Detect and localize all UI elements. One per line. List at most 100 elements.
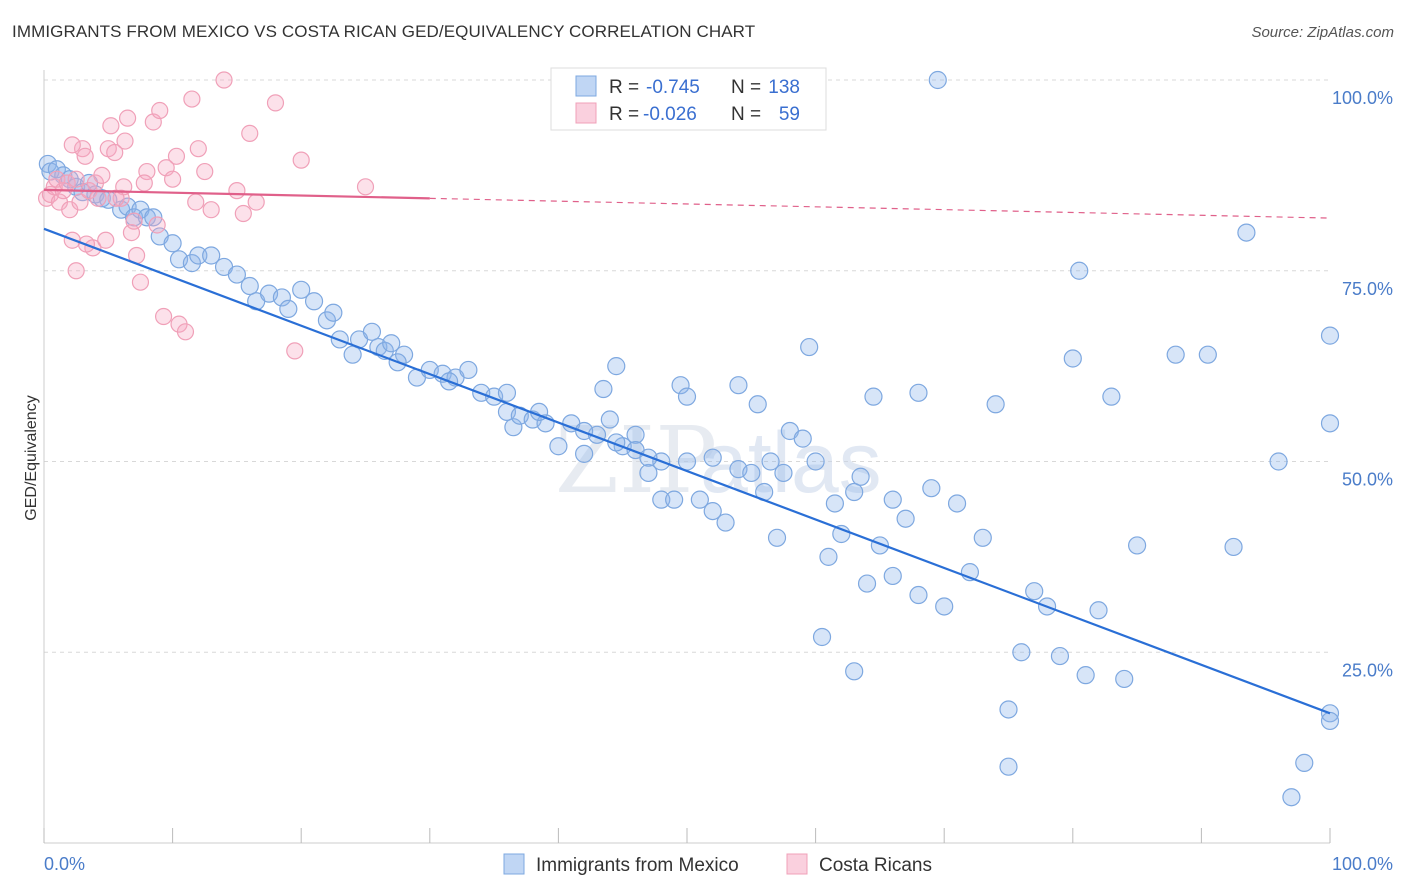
point-mexico-104 [748, 395, 767, 414]
point-mexico-136 [825, 494, 844, 513]
point-mexico-95 [1076, 666, 1095, 685]
point-mexico-64 [677, 452, 697, 471]
point-mexico-109 [1070, 261, 1089, 280]
point-costa-rica-18 [93, 166, 111, 184]
point-costa-rica-24 [118, 109, 137, 127]
point-costa-rica-36 [183, 90, 201, 108]
series-legend-swatch-mexico [503, 853, 525, 875]
point-costa-rica-57 [167, 147, 186, 165]
point-mexico-28 [272, 288, 292, 307]
point-mexico-82 [909, 585, 928, 605]
point-costa-rica-54 [135, 174, 153, 192]
y-tick-label-25: 25.0% [1342, 660, 1393, 680]
point-mexico-29 [279, 299, 298, 318]
point-costa-rica-58 [187, 193, 205, 211]
point-mexico-50 [504, 418, 523, 437]
point-mexico-30 [292, 280, 311, 299]
legend-n-value-2: 59 [779, 104, 800, 125]
trend-line-costa-rica [43, 188, 430, 200]
point-mexico-84 [935, 597, 954, 616]
point-mexico-91 [1025, 582, 1044, 601]
point-mexico-22 [202, 246, 221, 265]
point-mexico-100 [671, 376, 690, 395]
legend-r-value-2: -0.026 [643, 104, 697, 125]
point-mexico-122 [845, 662, 864, 681]
point-mexico-58 [600, 410, 619, 429]
point-mexico-113 [1237, 223, 1256, 242]
point-mexico-37 [362, 322, 382, 341]
series-legend-label-costa-rica: Costa Ricans [819, 855, 932, 876]
y-axis-tick-labels: 100.0% 75.0% 50.0% 25.0% [1332, 88, 1393, 680]
point-mexico-20 [182, 254, 201, 273]
point-mexico-126 [677, 387, 697, 406]
point-costa-rica-38 [196, 162, 214, 181]
point-costa-rica-28 [131, 273, 150, 291]
watermark-zip: ZIP [555, 407, 717, 514]
point-mexico-65 [690, 490, 709, 509]
legend-n-label-2: N = [731, 104, 761, 125]
point-mexico-74 [806, 452, 825, 471]
point-mexico-78 [857, 574, 877, 593]
point-costa-rica-45 [266, 94, 285, 112]
point-mexico-105 [800, 337, 819, 357]
point-mexico-21 [189, 246, 208, 265]
point-mexico-80 [883, 566, 902, 586]
point-mexico-18 [163, 234, 182, 253]
x-tick-label-max: 100.0% [1332, 854, 1393, 874]
point-mexico-25 [240, 276, 259, 296]
point-mexico-13 [124, 208, 144, 227]
chart-title: IMMIGRANTS FROM MEXICO VS COSTA RICAN GE… [12, 22, 756, 41]
point-mexico-87 [973, 528, 992, 547]
point-costa-rica-48 [356, 178, 375, 196]
point-mexico-135 [774, 463, 793, 483]
point-mexico-96 [1089, 601, 1108, 620]
point-mexico-124 [761, 452, 780, 471]
point-mexico-9 [92, 189, 111, 208]
point-mexico-89 [999, 700, 1018, 719]
point-costa-rica-20 [102, 117, 120, 135]
point-mexico-31 [304, 292, 324, 311]
point-mexico-138 [883, 490, 902, 509]
point-mexico-56 [575, 444, 594, 463]
trend-lines [43, 188, 1331, 715]
point-mexico-121 [812, 627, 832, 647]
point-costa-rica-53 [116, 132, 134, 150]
source-credit: Source: ZipAtlas.com [1251, 24, 1394, 41]
point-mexico-118 [1320, 711, 1340, 731]
point-mexico-130 [497, 383, 517, 402]
point-costa-rica-43 [241, 124, 259, 143]
scatter-points [37, 70, 1340, 807]
series-legend: Immigrants from Mexico Costa Ricans [503, 853, 932, 876]
point-costa-rica-13 [76, 147, 94, 165]
point-costa-rica-56 [154, 307, 173, 326]
point-costa-rica-40 [215, 71, 233, 89]
point-mexico-94 [1063, 349, 1082, 368]
point-mexico-33 [324, 303, 343, 322]
watermark-atlas: atlas [700, 415, 882, 511]
point-mexico-101 [594, 379, 613, 399]
y-tick-label-75: 75.0% [1342, 279, 1393, 299]
point-mexico-66 [703, 501, 722, 521]
point-mexico-127 [729, 376, 748, 395]
point-mexico-123 [703, 448, 722, 467]
point-mexico-67 [716, 513, 735, 532]
point-mexico-81 [896, 509, 915, 528]
point-mexico-134 [639, 448, 658, 467]
point-mexico-75 [819, 547, 838, 566]
point-mexico-77 [845, 482, 864, 502]
point-costa-rica-51 [97, 231, 115, 249]
point-costa-rica-49 [63, 136, 81, 154]
point-mexico-61 [639, 463, 658, 483]
point-mexico-132 [575, 421, 594, 441]
point-mexico-41 [394, 345, 414, 364]
point-costa-rica-10 [67, 170, 85, 188]
y-tick-label-50: 50.0% [1342, 470, 1393, 490]
trend-line-mexico [43, 227, 1331, 715]
point-costa-rica-11 [71, 193, 89, 211]
point-costa-rica-46 [286, 342, 304, 360]
point-costa-rica-17 [89, 189, 107, 207]
point-mexico-108 [999, 757, 1018, 776]
legend-r-label-1: R = [609, 77, 639, 98]
point-costa-rica-37 [189, 140, 207, 158]
